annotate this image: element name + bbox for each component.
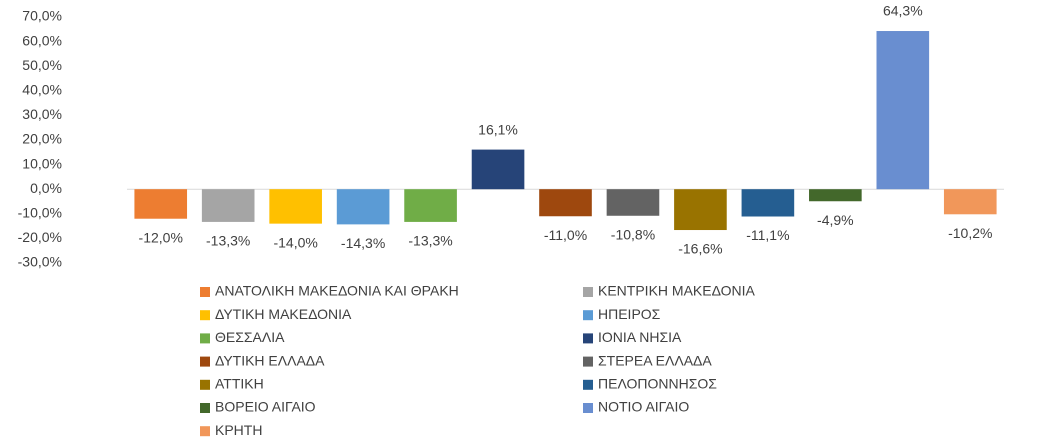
data-label: -11,1% — [746, 227, 789, 243]
data-label: -14,0% — [273, 234, 317, 250]
legend-swatch — [200, 356, 210, 367]
bar — [809, 189, 862, 202]
legend-label: ΒΟΡΕΙΟ ΑΙΓΑΙΟ — [215, 399, 316, 415]
legend-label: ΣΤΕΡΕΑ ΕΛΛΑΔΑ — [598, 352, 712, 368]
bar — [876, 31, 930, 190]
bar — [943, 189, 997, 215]
legend-swatch — [200, 333, 210, 344]
data-label: -11,0% — [544, 227, 587, 243]
legend-swatch — [583, 403, 593, 413]
legend-swatch — [583, 356, 593, 367]
bar — [404, 189, 457, 222]
data-label: -10,2% — [948, 225, 992, 241]
y-tick-label: -30,0% — [18, 254, 62, 270]
legend-label: ΑΤΤΙΚΗ — [215, 376, 264, 392]
bar — [674, 189, 727, 231]
bar — [539, 189, 592, 217]
bar — [201, 189, 255, 222]
legend-label: ΚΡΗΤΗ — [215, 422, 262, 438]
legend-label: ΠΕΛΟΠΟΝΝΗΣΟΣ — [598, 376, 717, 392]
y-tick-label: 70,0% — [22, 8, 62, 24]
y-tick-label: -10,0% — [18, 205, 62, 221]
data-label: 16,1% — [478, 121, 518, 137]
data-label: -12,0% — [139, 229, 183, 245]
bar — [606, 189, 660, 216]
legend-swatch — [200, 379, 210, 390]
legend-swatch — [583, 310, 593, 321]
data-label: -13,3% — [408, 233, 452, 249]
legend-label: ΑΝΑΤΟΛΙΚΗ ΜΑΚΕΔΟΝΙΑ ΚΑΙ ΘΡΑΚΗ — [215, 283, 459, 299]
y-tick-label: 0,0% — [30, 180, 62, 196]
bar — [741, 189, 795, 217]
bar — [134, 189, 188, 219]
legend-label: ΗΠΕΙΡΟΣ — [598, 306, 661, 322]
legend-swatch — [583, 287, 593, 297]
data-label: -10,8% — [611, 226, 655, 242]
y-tick-label: -20,0% — [18, 229, 62, 245]
data-label: -14,3% — [341, 235, 385, 251]
legend-label: ΙΟΝΙΑ ΝΗΣΙΑ — [598, 329, 682, 345]
legend-label: ΔΥΤΙΚΗ ΜΑΚΕΔΟΝΙΑ — [215, 306, 352, 322]
legend-label: ΘΕΣΣΑΛΙΑ — [215, 329, 285, 345]
legend-label: ΔΥΤΙΚΗ ΕΛΛΑΔΑ — [215, 352, 325, 368]
legend-swatch — [583, 379, 593, 390]
y-tick-label: 20,0% — [22, 131, 62, 147]
bar — [269, 189, 322, 224]
data-label: -13,3% — [206, 233, 250, 249]
legend-swatch — [200, 403, 210, 413]
y-tick-label: 60,0% — [22, 32, 62, 48]
y-tick-label: 30,0% — [22, 106, 62, 122]
y-tick-label: 10,0% — [22, 155, 62, 171]
y-tick-label: 40,0% — [22, 82, 62, 98]
legend-swatch — [583, 333, 593, 344]
legend-swatch — [200, 426, 210, 437]
legend-swatch — [200, 287, 210, 297]
legend-swatch — [200, 310, 210, 321]
data-label: 64,3% — [883, 3, 923, 19]
bar — [336, 189, 390, 225]
data-label: -4,9% — [817, 212, 854, 228]
y-tick-label: 50,0% — [22, 57, 62, 73]
bar — [471, 149, 525, 190]
legend-label: ΝΟΤΙΟ ΑΙΓΑΙΟ — [598, 399, 689, 415]
data-label: -16,6% — [678, 241, 722, 257]
legend-label: ΚΕΝΤΡΙΚΗ ΜΑΚΕΔΟΝΙΑ — [598, 283, 756, 299]
